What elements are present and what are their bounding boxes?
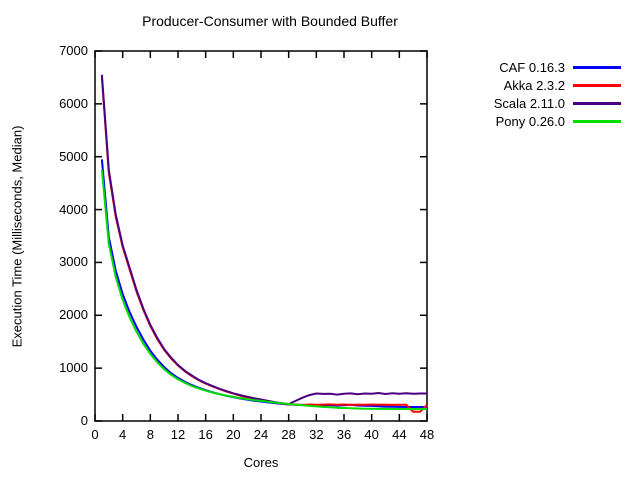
legend-row: Akka 2.3.2 xyxy=(440,76,621,94)
legend-label: Scala 2.11.0 xyxy=(493,95,565,111)
series-line-scala xyxy=(100,74,427,406)
y-tick-label: 5000 xyxy=(59,148,88,164)
legend: CAF 0.16.3 Akka 2.3.2 Scala 2.11.0 Pony 0.2… xyxy=(440,58,621,130)
x-tick-label: 12 xyxy=(170,427,186,442)
x-tick-label: 36 xyxy=(336,427,352,442)
y-tick-label: 0 xyxy=(80,413,88,428)
x-tick-label: 0 xyxy=(91,427,99,442)
legend-line-swatch xyxy=(573,119,621,123)
legend-row: CAF 0.16.3 xyxy=(440,58,621,76)
legend-line-swatch xyxy=(573,101,621,105)
x-tick-label: 8 xyxy=(146,427,154,442)
legend-row: Pony 0.26.0 xyxy=(440,112,621,130)
y-tick-label: 1000 xyxy=(59,360,88,376)
series-line-akka xyxy=(100,77,428,413)
legend-label: CAF 0.16.3 xyxy=(499,59,565,75)
y-tick-label: 3000 xyxy=(59,254,88,270)
x-axis-label: Cores xyxy=(243,455,279,470)
x-tick-label: 24 xyxy=(253,427,269,442)
series-line-pony xyxy=(100,169,428,411)
chart-title: Producer-Consumer with Bounded Buffer xyxy=(142,13,398,29)
x-tick-label: 44 xyxy=(392,427,407,442)
x-tick-label: 4 xyxy=(119,427,127,442)
x-tick-label: 16 xyxy=(198,427,213,442)
x-tick-label: 20 xyxy=(226,427,241,442)
series-line-caf xyxy=(100,159,428,409)
y-tick-label: 7000 xyxy=(59,43,88,58)
x-tick-label: 48 xyxy=(419,427,435,442)
x-tick-label: 28 xyxy=(281,427,296,442)
legend-line-swatch xyxy=(573,65,621,69)
y-tick-label: 6000 xyxy=(59,95,88,111)
legend-label: Akka 2.3.2 xyxy=(503,77,565,93)
legend-line-swatch xyxy=(573,83,621,87)
plot-frame xyxy=(94,50,428,422)
legend-label: Pony 0.26.0 xyxy=(495,113,565,129)
legend-row: Scala 2.11.0 xyxy=(440,94,621,112)
x-tick-label: 32 xyxy=(309,427,324,442)
y-tick-label: 4000 xyxy=(59,201,88,217)
x-tick-label: 40 xyxy=(364,427,379,442)
y-tick-label: 2000 xyxy=(59,307,88,323)
